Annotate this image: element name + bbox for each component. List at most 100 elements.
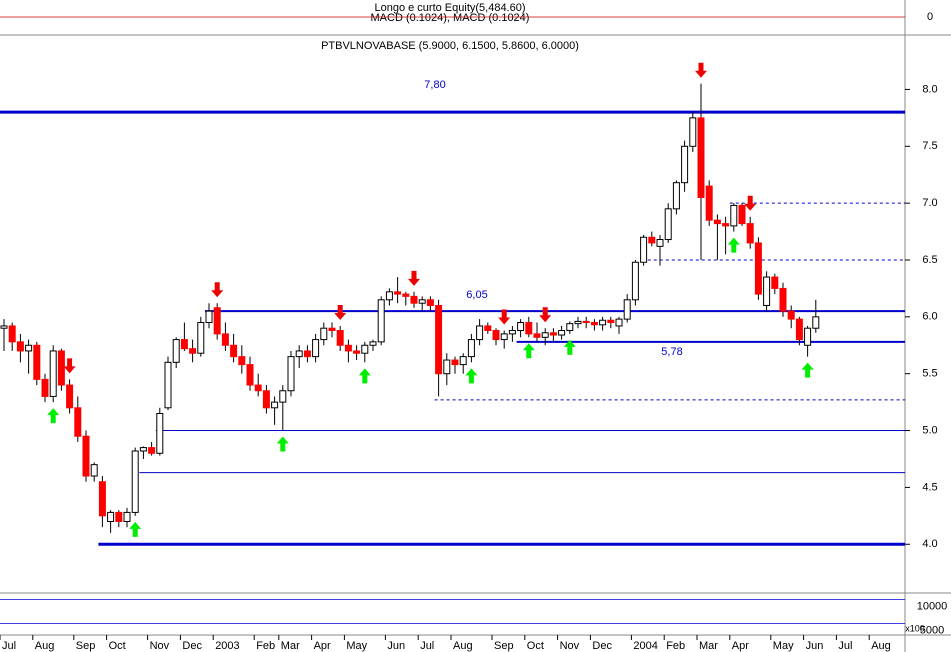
candle-body bbox=[74, 407, 82, 437]
candle-body bbox=[303, 350, 311, 358]
x-tick-label: Oct bbox=[527, 640, 544, 652]
candle-body bbox=[164, 361, 172, 409]
candle-body bbox=[90, 464, 98, 477]
candle-body bbox=[213, 307, 221, 335]
candle-body bbox=[771, 276, 779, 289]
x-tick-label: 2003 bbox=[215, 640, 239, 652]
candle-body bbox=[451, 359, 459, 366]
candle-body bbox=[172, 339, 180, 363]
candle-body bbox=[312, 339, 320, 358]
x-tick-label: Apr bbox=[732, 640, 749, 652]
candle-body bbox=[156, 412, 164, 454]
candle-body bbox=[508, 329, 516, 335]
x-tick-label: Jun bbox=[387, 640, 405, 652]
candle-body bbox=[107, 511, 115, 523]
candle-body bbox=[640, 236, 648, 263]
volume-unit: x100 bbox=[905, 623, 925, 633]
candle-body bbox=[8, 325, 16, 343]
candle-body bbox=[517, 322, 525, 331]
candle-body bbox=[131, 450, 139, 513]
sell-signal-arrow bbox=[498, 309, 511, 325]
y-tick-label: 6.5 bbox=[922, 254, 937, 266]
candle-body bbox=[787, 310, 795, 320]
buy-signal-arrow bbox=[727, 237, 740, 253]
candle-body bbox=[435, 304, 443, 375]
candle-body bbox=[763, 276, 771, 306]
candle-body bbox=[631, 261, 639, 301]
candle-body bbox=[262, 390, 270, 409]
y-tick-label: 7.5 bbox=[922, 140, 937, 152]
level-label: 5,78 bbox=[661, 346, 682, 358]
sell-signal-arrow bbox=[744, 195, 757, 211]
candle-body bbox=[722, 223, 730, 227]
candle-body bbox=[681, 145, 689, 184]
y-tick-label: 7.0 bbox=[922, 197, 937, 209]
candle-body bbox=[221, 333, 229, 346]
macd-subtitle: MACD (0.1024), MACD (0.1024) bbox=[371, 12, 530, 24]
candle-body bbox=[426, 299, 434, 306]
sell-signal-arrow bbox=[695, 62, 707, 78]
candle-body bbox=[49, 350, 57, 397]
candle-body bbox=[705, 185, 713, 221]
x-tick-label: Feb bbox=[256, 640, 275, 652]
y-tick-label: 4.5 bbox=[922, 481, 937, 493]
candle-body bbox=[148, 447, 156, 454]
candle-body bbox=[525, 322, 533, 335]
candle-body bbox=[41, 378, 49, 397]
x-tick-label: Feb bbox=[666, 640, 685, 652]
candle-body bbox=[279, 390, 287, 403]
candle-body bbox=[287, 356, 295, 392]
candle-body bbox=[623, 299, 631, 320]
candle-body bbox=[795, 318, 803, 341]
candle-body bbox=[804, 327, 812, 346]
x-tick-label: Aug bbox=[453, 640, 473, 652]
candle-body bbox=[476, 325, 484, 341]
candle-body bbox=[0, 325, 8, 329]
candle-body bbox=[754, 242, 762, 295]
sell-signal-arrow bbox=[539, 307, 552, 323]
candle-body bbox=[336, 329, 344, 346]
candle-body bbox=[443, 359, 451, 375]
candle-body bbox=[205, 310, 213, 324]
buy-signal-arrow bbox=[563, 339, 576, 355]
x-tick-label: Apr bbox=[314, 640, 331, 652]
x-tick-label: Nov bbox=[560, 640, 580, 652]
x-tick-label: Jul bbox=[2, 640, 16, 652]
candle-body bbox=[541, 332, 549, 338]
candle-body bbox=[82, 435, 90, 477]
x-tick-label: Mar bbox=[699, 640, 718, 652]
candle-body bbox=[402, 293, 410, 297]
candle-body bbox=[295, 350, 303, 358]
candle-body bbox=[607, 319, 615, 324]
candle-body bbox=[25, 344, 33, 352]
buy-signal-arrow bbox=[358, 368, 371, 384]
candle-body bbox=[738, 204, 746, 225]
candle-body bbox=[344, 344, 352, 352]
candle-body bbox=[566, 323, 574, 331]
candle-body bbox=[713, 219, 721, 225]
x-tick-label: Aug bbox=[871, 640, 891, 652]
buy-signal-arrow bbox=[522, 343, 535, 359]
candle-body bbox=[746, 223, 754, 244]
candle-body bbox=[271, 401, 279, 409]
candle-body bbox=[139, 447, 147, 452]
candle-body bbox=[492, 329, 500, 341]
candle-body bbox=[246, 364, 254, 386]
y-tick-label: 4.0 bbox=[922, 538, 937, 550]
candle-body bbox=[33, 344, 41, 380]
x-tick-label: Sep bbox=[494, 640, 514, 652]
candle-body bbox=[697, 117, 705, 198]
candle-body bbox=[377, 299, 385, 343]
candle-body bbox=[549, 332, 557, 336]
x-tick-label: Jul bbox=[838, 640, 852, 652]
candle-body bbox=[16, 341, 24, 352]
x-tick-label: Nov bbox=[150, 640, 170, 652]
x-tick-label: Jul bbox=[420, 640, 434, 652]
candle-body bbox=[779, 287, 787, 312]
candle-body bbox=[533, 333, 541, 338]
candle-body bbox=[558, 329, 566, 336]
sell-signal-arrow bbox=[334, 304, 347, 320]
